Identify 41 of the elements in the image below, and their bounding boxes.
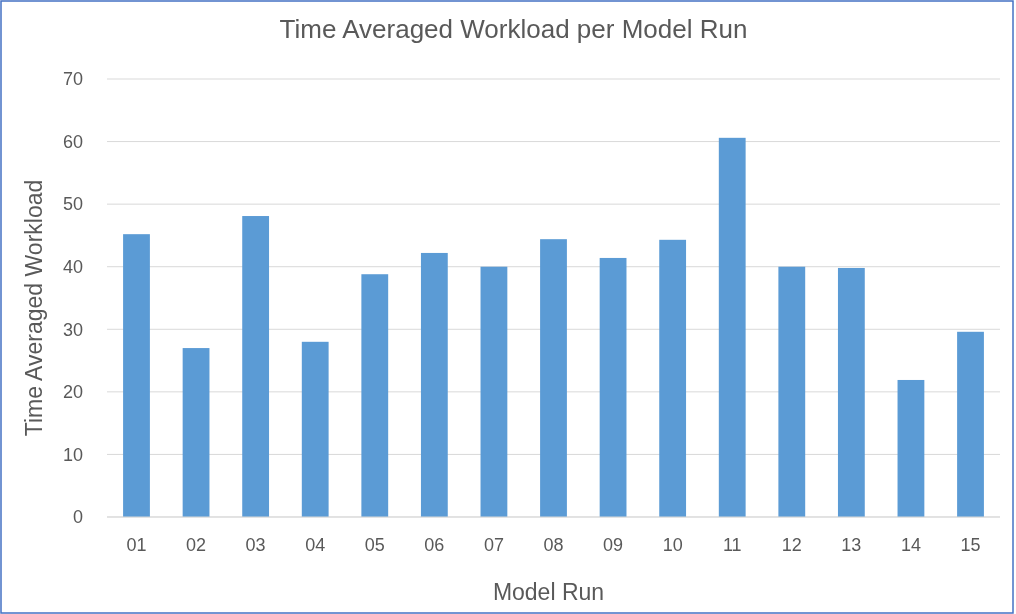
x-tick-label: 06: [424, 535, 445, 555]
y-tick-label: 10: [62, 444, 83, 465]
x-tick-label: 10: [662, 535, 683, 555]
bar: [778, 266, 806, 517]
y-tick-label: 50: [62, 194, 83, 215]
bar: [599, 257, 627, 517]
x-tick-label: 08: [543, 535, 564, 555]
bar: [897, 379, 925, 517]
bar: [242, 216, 270, 517]
bar: [301, 341, 329, 517]
bar: [957, 331, 984, 517]
y-tick-label: 40: [62, 257, 83, 278]
x-tick-label: 09: [603, 535, 624, 555]
bar: [659, 239, 687, 517]
x-tick-label: 05: [364, 535, 385, 555]
x-tick-label: 01: [126, 535, 147, 555]
x-tick-label: 04: [305, 535, 326, 555]
y-tick-label: 60: [62, 131, 83, 152]
bar: [420, 252, 448, 517]
y-tick-label: 0: [72, 507, 83, 528]
x-tick-label: 13: [841, 535, 862, 555]
x-tick-label: 03: [245, 535, 266, 555]
x-tick-label: 02: [186, 535, 207, 555]
y-axis-title: Time Averaged Workload: [21, 179, 47, 437]
bar: [480, 266, 508, 517]
x-axis-title: Model Run: [492, 579, 605, 605]
y-tick-label: 70: [62, 69, 83, 90]
bar: [182, 348, 210, 517]
bar: [540, 239, 567, 517]
x-tick-label: 14: [900, 535, 921, 555]
bar: [837, 267, 865, 517]
bar: [718, 137, 746, 517]
x-tick-label: 11: [722, 535, 742, 555]
y-tick-label: 30: [62, 319, 83, 340]
chart-title: Time Averaged Workload per Model Run: [279, 14, 748, 44]
y-tick-label: 20: [62, 382, 83, 403]
x-tick-label: 12: [781, 535, 802, 555]
x-tick-label: 07: [483, 535, 504, 555]
x-tick-label: 15: [960, 535, 981, 555]
bar: [123, 234, 150, 517]
bar: [361, 274, 389, 517]
